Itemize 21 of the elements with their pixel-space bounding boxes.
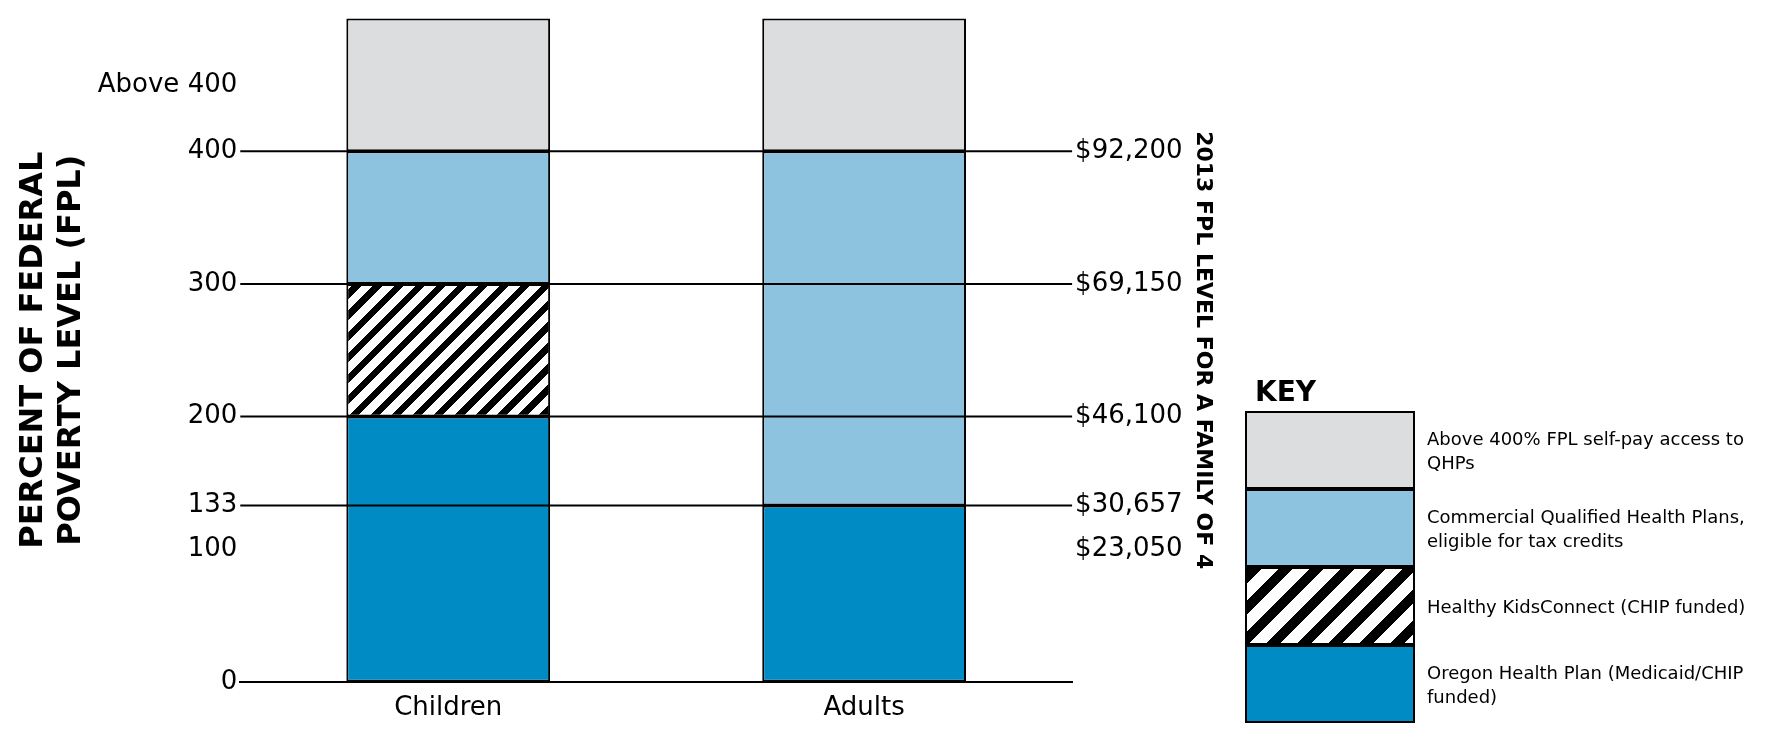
y2-axis-title: 2013 FPL LEVEL FOR A FAMILY OF 4 (1192, 131, 1218, 570)
text: Oregon Health Plan (Medicaid/CHIP funded) (1427, 661, 1745, 709)
legend-title: KEY (1255, 375, 1318, 408)
y2-tick-label: $30,657 (1075, 488, 1183, 519)
y2-tick-label: $23,050 (1075, 531, 1183, 562)
y-tick-label: 100 (187, 531, 238, 562)
y-axis-title: PERCENT OF FEDERAL POVERTY LEVEL (FPL) (11, 151, 88, 549)
y-tick-label: 300 (187, 266, 238, 297)
y2-tick-label: $92,200 (1075, 133, 1183, 164)
y-tick-label: 200 (187, 399, 238, 430)
text: Above 400% FPL self-pay access to QHPs (1427, 427, 1745, 475)
text: Commercial Qualified Health Plans, eligible for tax credits (1427, 505, 1746, 553)
text: Healthy KidsConnect (CHIP funded) (1427, 595, 1747, 619)
y2-tick-label: $46,100 (1075, 399, 1183, 430)
y-tick-label: 133 (187, 488, 238, 519)
y-tick-label: 0 (220, 664, 238, 695)
x-tick-label: Children (394, 691, 503, 722)
x-tick-label: Adults (823, 691, 905, 722)
y-tick-label: Above 400 (97, 67, 238, 98)
y2-tick-label: $69,150 (1075, 266, 1183, 297)
y-tick-label: 400 (187, 133, 238, 164)
